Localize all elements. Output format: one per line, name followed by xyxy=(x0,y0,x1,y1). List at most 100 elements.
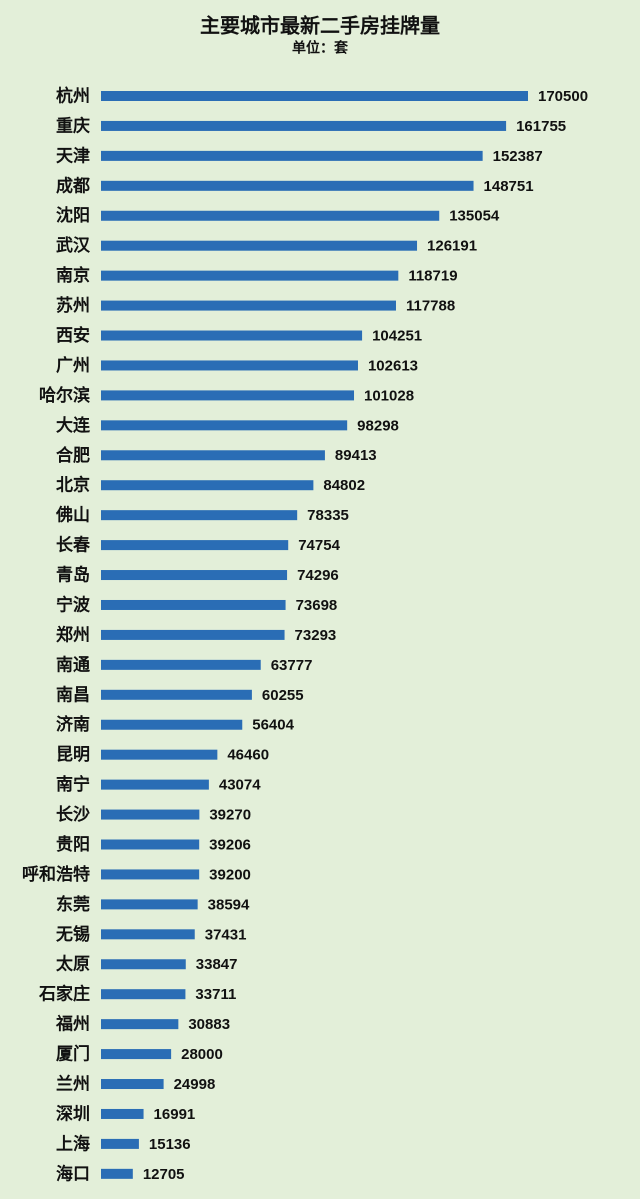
category-label: 长春 xyxy=(56,535,90,555)
bar xyxy=(101,929,195,940)
category-label: 呼和浩特 xyxy=(22,864,90,884)
bar xyxy=(101,180,474,191)
category-label: 深圳 xyxy=(56,1103,90,1123)
bar xyxy=(101,510,298,521)
bar xyxy=(101,719,243,730)
category-label: 武汉 xyxy=(56,235,91,255)
value-label: 117788 xyxy=(406,298,455,315)
category-label: 长沙 xyxy=(56,804,90,824)
category-label: 宁波 xyxy=(56,594,91,614)
value-label: 73698 xyxy=(296,597,338,614)
bar xyxy=(101,779,209,790)
value-label: 37431 xyxy=(205,926,247,943)
category-label: 南通 xyxy=(56,654,90,674)
category-label: 南昌 xyxy=(56,684,90,704)
category-label: 太原 xyxy=(56,954,90,974)
bar xyxy=(101,1049,172,1060)
category-label: 上海 xyxy=(56,1133,90,1153)
bar xyxy=(101,450,325,461)
value-label: 118719 xyxy=(408,268,457,285)
chart-title: 主要城市最新二手房挂牌量 xyxy=(200,13,440,37)
category-label: 郑州 xyxy=(56,624,90,644)
category-label: 重庆 xyxy=(56,115,90,135)
category-label: 天津 xyxy=(56,145,90,165)
category-label: 成都 xyxy=(56,175,90,195)
category-label: 苏州 xyxy=(56,295,90,315)
bar xyxy=(101,390,355,401)
value-label: 89413 xyxy=(335,447,377,464)
bar xyxy=(101,1138,139,1149)
value-label: 78335 xyxy=(307,507,349,524)
category-label: 济南 xyxy=(56,714,90,734)
value-label: 12705 xyxy=(143,1166,185,1183)
bar xyxy=(101,120,507,131)
bar xyxy=(101,480,314,491)
value-label: 148751 xyxy=(484,178,534,195)
value-label: 46460 xyxy=(227,747,269,764)
value-label: 30883 xyxy=(188,1016,230,1033)
bar xyxy=(101,240,418,251)
category-label: 南宁 xyxy=(56,774,90,794)
value-label: 102613 xyxy=(368,357,418,374)
value-label: 84802 xyxy=(323,477,365,494)
category-label: 东莞 xyxy=(56,894,90,914)
bar xyxy=(101,809,200,820)
value-label: 28000 xyxy=(181,1046,223,1063)
category-label: 厦门 xyxy=(56,1044,90,1064)
bar xyxy=(101,599,286,610)
value-label: 33847 xyxy=(196,956,238,973)
value-label: 74296 xyxy=(297,567,339,584)
chart-subtitle: 单位：套 xyxy=(292,40,348,56)
bar xyxy=(101,300,396,311)
category-label: 无锡 xyxy=(55,924,90,944)
value-label: 39270 xyxy=(209,807,251,824)
bar xyxy=(101,420,348,431)
bar xyxy=(101,210,440,221)
bar xyxy=(101,899,198,910)
bar xyxy=(101,989,186,1000)
category-label: 佛山 xyxy=(55,505,90,525)
bar xyxy=(101,689,252,700)
value-label: 39200 xyxy=(209,866,251,883)
category-label: 兰州 xyxy=(56,1074,90,1094)
bar xyxy=(101,1019,179,1030)
value-label: 16991 xyxy=(154,1106,196,1123)
category-label: 沈阳 xyxy=(56,205,90,225)
bar xyxy=(101,330,363,341)
category-label: 杭州 xyxy=(56,85,90,105)
value-label: 73293 xyxy=(295,627,337,644)
category-label: 西安 xyxy=(56,325,90,345)
value-label: 170500 xyxy=(538,88,588,105)
value-label: 33711 xyxy=(195,986,236,1003)
value-label: 38594 xyxy=(208,896,250,913)
bar xyxy=(101,360,358,371)
value-label: 126191 xyxy=(427,238,477,255)
value-label: 60255 xyxy=(262,687,304,704)
value-label: 104251 xyxy=(372,327,422,344)
category-label: 昆明 xyxy=(56,745,90,764)
bar xyxy=(101,659,261,670)
bar xyxy=(101,1079,164,1090)
bar xyxy=(101,629,285,640)
category-label: 大连 xyxy=(56,415,91,435)
bar xyxy=(101,570,288,581)
category-label: 南京 xyxy=(56,265,90,285)
value-label: 101028 xyxy=(364,387,414,404)
bar xyxy=(101,749,218,760)
value-label: 135054 xyxy=(449,208,500,225)
bar xyxy=(101,1168,133,1179)
category-label: 合肥 xyxy=(56,445,90,465)
value-label: 74754 xyxy=(298,537,340,554)
value-label: 24998 xyxy=(174,1076,216,1093)
value-label: 98298 xyxy=(357,417,399,434)
value-label: 43074 xyxy=(219,777,261,794)
category-label: 北京 xyxy=(56,475,90,495)
bar xyxy=(101,270,399,281)
category-label: 青岛 xyxy=(56,565,90,585)
value-label: 15136 xyxy=(149,1136,191,1153)
category-label: 石家庄 xyxy=(38,984,90,1004)
bar xyxy=(101,150,483,161)
category-label: 哈尔滨 xyxy=(39,385,90,405)
